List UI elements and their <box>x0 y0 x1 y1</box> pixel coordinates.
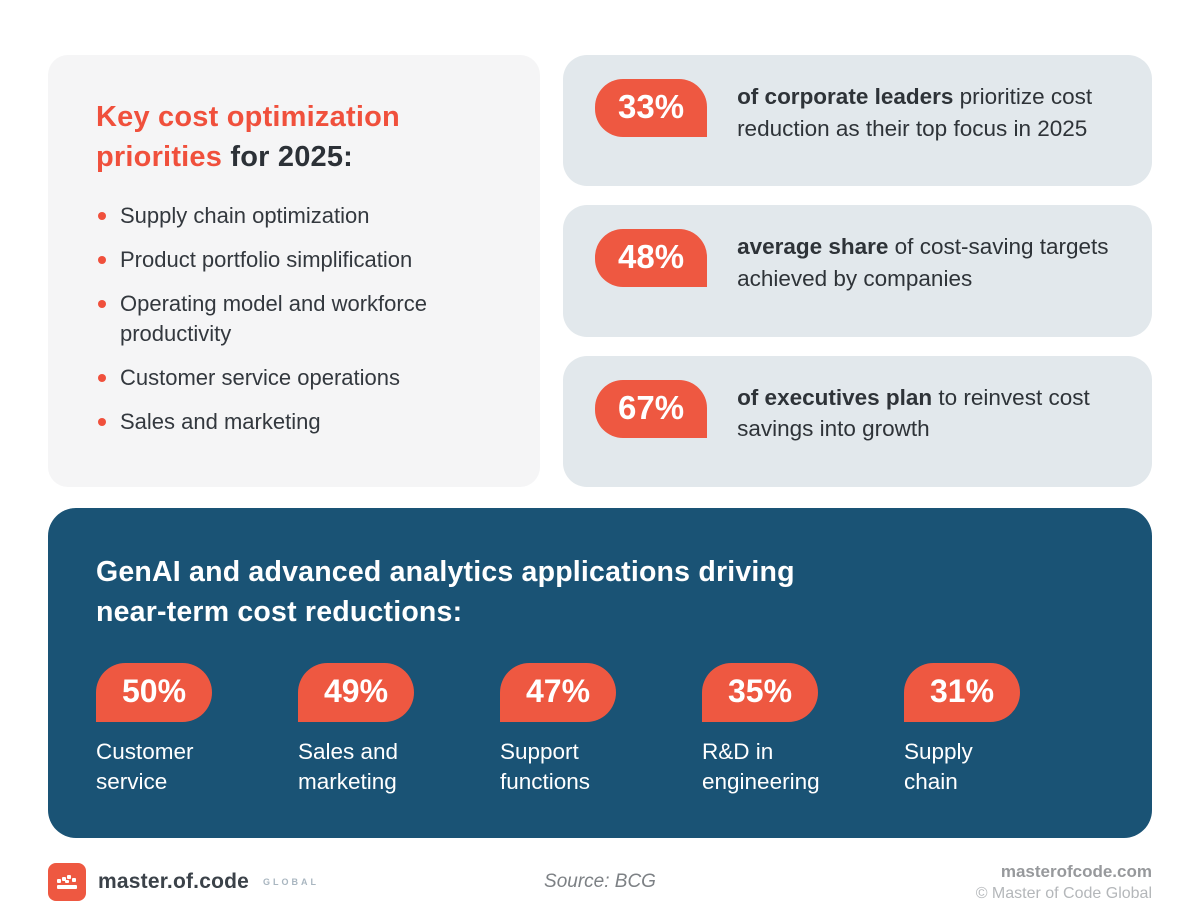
genai-item-label: Supply chain <box>904 738 973 795</box>
priorities-card: Key cost optimization priorities for 202… <box>48 55 540 487</box>
genai-item-supply-chain: 31% Supply chain <box>904 662 1024 798</box>
genai-item-label: Sales and marketing <box>298 738 399 795</box>
stat-text-rest: to reinvest cost savings into growth <box>737 384 1090 442</box>
stat-card-executives-plan: 67% of executives plan to reinvest cost … <box>563 355 1152 487</box>
stat-text: average share of cost-saving targets ach… <box>737 229 1124 295</box>
stat-text-bold: of executives plan <box>737 384 933 410</box>
list-item: Product portfolio simplification <box>96 245 496 276</box>
stat-text-bold: of corporate leaders <box>737 84 954 109</box>
stat-text: of executives plan to reinvest cost savi… <box>737 380 1124 446</box>
stat-badge: 67% <box>595 379 708 438</box>
priorities-title-rest: for 2025: <box>222 141 354 174</box>
list-item: Customer service operations <box>96 363 496 394</box>
bullet-icon <box>98 374 106 383</box>
genai-title-line2: near-term cost reductions: <box>96 596 463 629</box>
source-label: Source: BCG <box>544 871 656 892</box>
bullet-icon <box>98 418 106 427</box>
genai-stats-row: 50% Customer service 49% Sales and marke… <box>96 662 1104 798</box>
list-item-label: Product portfolio simplification <box>120 246 413 272</box>
stat-card-average-share: 48% average share of cost-saving targets… <box>563 205 1152 337</box>
genai-item-label: Customer service <box>96 738 194 795</box>
genai-badge: 50% <box>96 662 213 722</box>
list-item-label: Operating model and workforce productivi… <box>120 290 427 347</box>
list-item-label: Supply chain optimization <box>120 203 370 229</box>
list-item: Supply chain optimization <box>96 201 496 232</box>
bullet-icon <box>98 212 106 221</box>
footer-left: master.of.code GLOBAL <box>48 863 544 901</box>
list-item-label: Sales and marketing <box>120 409 321 435</box>
genai-item-customer-service: 50% Customer service <box>96 662 298 798</box>
crown-icon <box>48 863 86 901</box>
footer-right: masterofcode.com © Master of Code Global <box>656 862 1152 903</box>
infographic-page: Key cost optimization priorities for 202… <box>48 55 1152 902</box>
stat-card-corporate-leaders: 33% of corporate leaders prioritize cost… <box>563 55 1152 187</box>
genai-panel: GenAI and advanced analytics application… <box>48 507 1152 838</box>
master-of-code-logo: master.of.code GLOBAL <box>48 863 544 901</box>
bullet-icon <box>98 299 106 308</box>
stat-text-rest: of cost-saving targets achieved by compa… <box>737 234 1109 292</box>
logo-global-label: GLOBAL <box>263 877 320 887</box>
stat-text: of corporate leaders prioritize cost red… <box>737 79 1124 145</box>
footer: master.of.code GLOBAL Source: BCG master… <box>48 862 1152 903</box>
copyright-label: © Master of Code Global <box>975 884 1152 902</box>
footer-center: Source: BCG <box>544 871 656 893</box>
genai-title: GenAI and advanced analytics application… <box>96 552 1104 633</box>
genai-badge: 31% <box>904 662 1021 722</box>
priorities-title: Key cost optimization priorities for 202… <box>96 97 496 177</box>
genai-item-sales-marketing: 49% Sales and marketing <box>298 662 500 798</box>
stat-badge: 33% <box>595 79 708 137</box>
stats-column: 33% of corporate leaders prioritize cost… <box>563 55 1152 487</box>
priorities-title-accent: Key cost optimization priorities <box>96 101 400 174</box>
genai-item-label: Support functions <box>500 738 591 795</box>
stat-text-rest: prioritize cost reduction as their top f… <box>737 84 1093 141</box>
genai-item-rd-engineering: 35% R&D in engineering <box>702 662 904 798</box>
genai-badge: 49% <box>298 662 415 722</box>
list-item-label: Customer service operations <box>120 365 401 391</box>
genai-item-label: R&D in engineering <box>702 738 820 795</box>
genai-badge: 35% <box>702 662 819 722</box>
priorities-list: Supply chain optimization Product portfo… <box>96 201 496 438</box>
list-item: Sales and marketing <box>96 407 496 438</box>
list-item: Operating model and workforce productivi… <box>96 289 496 351</box>
top-row: Key cost optimization priorities for 202… <box>48 55 1152 487</box>
stat-text-bold: average share <box>737 234 889 260</box>
site-url: masterofcode.com <box>1000 861 1152 881</box>
genai-title-line1: GenAI and advanced analytics application… <box>96 555 795 588</box>
bullet-icon <box>98 255 106 264</box>
logo-wordmark: master.of.code <box>98 870 250 893</box>
genai-badge: 47% <box>500 662 617 722</box>
genai-item-support-functions: 47% Support functions <box>500 662 702 798</box>
stat-badge: 48% <box>595 229 708 288</box>
